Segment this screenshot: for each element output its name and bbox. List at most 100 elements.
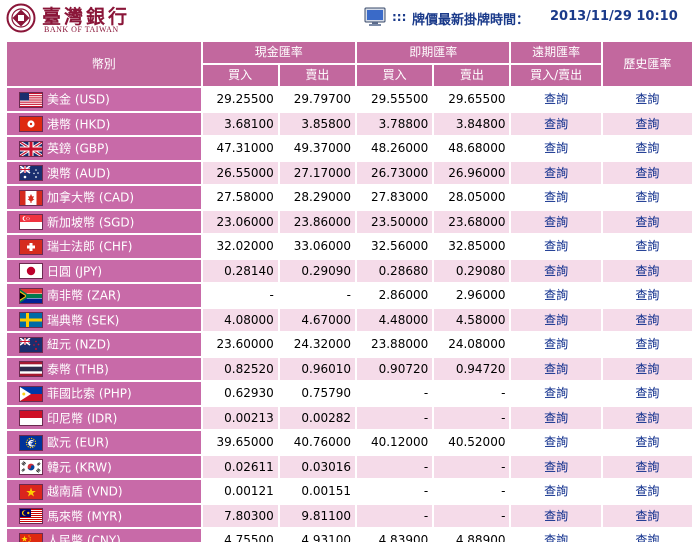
rate-row-au: 澳幣 (AUD) 26.55000 27.17000 26.73000 26.96000… bbox=[7, 161, 692, 184]
flag-cn-icon bbox=[19, 532, 43, 542]
forward-rate-query-link[interactable]: 查詢 bbox=[544, 533, 569, 542]
spot-sell-value: 23.68000 bbox=[434, 210, 510, 233]
spot-sell-value: 4.88900 bbox=[434, 529, 510, 542]
spot-buy-value: 3.78800 bbox=[357, 112, 433, 135]
history-rate-cell: 查詢 bbox=[602, 529, 692, 542]
cash-sell-value: 40.76000 bbox=[279, 431, 356, 454]
history-rate-query-link[interactable]: 查詢 bbox=[635, 116, 660, 131]
currency-cell: 越南盾 (VND) bbox=[7, 480, 201, 503]
history-rate-query-link[interactable]: 查詢 bbox=[635, 459, 660, 474]
spot-buy-value: 40.12000 bbox=[357, 431, 433, 454]
forward-rate-query-link[interactable]: 查詢 bbox=[544, 190, 569, 205]
currency-cell: 加拿大幣 (CAD) bbox=[7, 186, 201, 209]
forward-rate-header: 遠期匯率 bbox=[511, 42, 601, 63]
history-rate-query-link[interactable]: 查詢 bbox=[635, 190, 660, 205]
forward-rate-cell: 查詢 bbox=[511, 137, 601, 160]
spot-sell-value: 3.84800 bbox=[434, 112, 510, 135]
cash-buy-value: - bbox=[202, 284, 278, 307]
forward-rate-query-link[interactable]: 查詢 bbox=[544, 459, 569, 474]
flag-ch-icon bbox=[19, 238, 43, 255]
history-rate-query-link[interactable]: 查詢 bbox=[635, 92, 660, 107]
history-rate-query-link[interactable]: 查詢 bbox=[635, 288, 660, 303]
forward-rate-cell: 查詢 bbox=[511, 357, 601, 380]
history-rate-query-link[interactable]: 查詢 bbox=[635, 214, 660, 229]
spot-sell-value: 28.05000 bbox=[434, 186, 510, 209]
spot-sell-value: 26.96000 bbox=[434, 161, 510, 184]
cash-buy-value: 0.00121 bbox=[202, 480, 278, 503]
cash-sell-value: 0.00282 bbox=[279, 406, 356, 429]
forward-rate-query-link[interactable]: 查詢 bbox=[544, 116, 569, 131]
rate-row-hk: 港幣 (HKD) 3.68100 3.85800 3.78800 3.84800 查詢 查詢 bbox=[7, 112, 692, 135]
history-rate-query-link[interactable]: 查詢 bbox=[635, 337, 660, 352]
forward-rate-query-link[interactable]: 查詢 bbox=[544, 141, 569, 156]
bank-name-en: BANK OF TAIWAN bbox=[44, 25, 119, 34]
bank-name-cn: 臺灣銀行 bbox=[42, 6, 131, 28]
forward-rate-query-link[interactable]: 查詢 bbox=[544, 386, 569, 401]
forward-rate-query-link[interactable]: 查詢 bbox=[544, 288, 569, 303]
cash-buy-value: 0.82520 bbox=[202, 357, 278, 380]
forward-rate-query-link[interactable]: 查詢 bbox=[544, 214, 569, 229]
forward-rate-cell: 查詢 bbox=[511, 455, 601, 478]
rate-row-us: 美金 (USD) 29.25500 29.79700 29.55500 29.65500… bbox=[7, 88, 692, 111]
header-dots: ::: bbox=[392, 10, 407, 24]
forward-rate-query-link[interactable]: 查詢 bbox=[544, 361, 569, 376]
cash-buy-value: 4.08000 bbox=[202, 308, 278, 331]
rate-row-my: 馬來幣 (MYR) 7.80300 9.81100- - 查詢 查詢 bbox=[7, 504, 692, 527]
forward-rate-query-link[interactable]: 查詢 bbox=[544, 410, 569, 425]
forward-rate-query-link[interactable]: 查詢 bbox=[544, 435, 569, 450]
history-rate-query-link[interactable]: 查詢 bbox=[635, 239, 660, 254]
spot-sell-value: - bbox=[434, 480, 510, 503]
currency-cell: 美金 (USD) bbox=[7, 88, 201, 111]
history-rate-cell: 查詢 bbox=[602, 455, 692, 478]
spot-sell-value: 24.08000 bbox=[434, 333, 510, 356]
cash-buy-value: 0.00213 bbox=[202, 406, 278, 429]
history-rate-query-link[interactable]: 查詢 bbox=[635, 435, 660, 450]
history-rate-query-link[interactable]: 查詢 bbox=[635, 508, 660, 523]
currency-name: 人民幣 (CNY) bbox=[47, 533, 121, 542]
history-rate-query-link[interactable]: 查詢 bbox=[635, 533, 660, 542]
flag-id-icon bbox=[19, 410, 43, 426]
bank-logo[interactable]: 臺灣銀行 BANK OF TAIWAN bbox=[6, 3, 166, 37]
history-rate-query-link[interactable]: 查詢 bbox=[635, 484, 660, 499]
cash-sell-value: 49.37000 bbox=[279, 137, 356, 160]
currency-cell: 韓元 (KRW) bbox=[7, 455, 201, 478]
header-row-2: 買入 賣出 買入 賣出 買入/賣出 bbox=[7, 65, 692, 86]
history-rate-query-link[interactable]: 查詢 bbox=[635, 361, 660, 376]
history-rate-cell: 查詢 bbox=[602, 308, 692, 331]
cash-buy-value: 32.02000 bbox=[202, 235, 278, 258]
history-rate-query-link[interactable]: 查詢 bbox=[635, 165, 660, 180]
forward-rate-query-link[interactable]: 查詢 bbox=[544, 484, 569, 499]
forward-rate-query-link[interactable]: 查詢 bbox=[544, 263, 569, 278]
history-rate-query-link[interactable]: 查詢 bbox=[635, 312, 660, 327]
history-rate-cell: 查詢 bbox=[602, 406, 692, 429]
flag-kr-icon bbox=[19, 459, 43, 475]
spot-buy-value: 4.83900 bbox=[357, 529, 433, 542]
flag-my-icon bbox=[19, 508, 43, 524]
forward-rate-cell: 查詢 bbox=[511, 88, 601, 111]
forward-rate-query-link[interactable]: 查詢 bbox=[544, 165, 569, 180]
cash-rate-header: 現金匯率 bbox=[202, 42, 356, 63]
rate-row-se: 瑞典幣 (SEK) 4.08000 4.67000 4.48000 4.58000 查詢 查… bbox=[7, 308, 692, 331]
currency-cell: 印尼幣 (IDR) bbox=[7, 406, 201, 429]
forward-rate-query-link[interactable]: 查詢 bbox=[544, 239, 569, 254]
forward-rate-query-link[interactable]: 查詢 bbox=[544, 337, 569, 352]
forward-rate-query-link[interactable]: 查詢 bbox=[544, 508, 569, 523]
history-rate-query-link[interactable]: 查詢 bbox=[635, 386, 660, 401]
forward-rate-query-link[interactable]: 查詢 bbox=[544, 312, 569, 327]
history-rate-query-link[interactable]: 查詢 bbox=[635, 410, 660, 425]
spot-sell-value: 2.96000 bbox=[434, 284, 510, 307]
history-rate-cell: 查詢 bbox=[602, 284, 692, 307]
spot-buy-value: 48.26000 bbox=[357, 137, 433, 160]
rate-row-cn: 人民幣 (CNY) 4.75500 4.93100 4.83900 4.88900 查詢 查… bbox=[7, 529, 692, 542]
spot-sell-value: 29.65500 bbox=[434, 88, 510, 111]
history-rate-query-link[interactable]: 查詢 bbox=[635, 141, 660, 156]
history-rate-query-link[interactable]: 查詢 bbox=[635, 263, 660, 278]
update-time-value: 2013/11/29 10:10 bbox=[550, 9, 678, 24]
forward-rate-query-link[interactable]: 查詢 bbox=[544, 92, 569, 107]
rate-row-jp: 日圓 (JPY) 0.28140 0.29090 0.28680 0.29080 查詢 查詢 bbox=[7, 259, 692, 282]
spot-buy-value: 29.55500 bbox=[357, 88, 433, 111]
flag-us-icon bbox=[19, 91, 43, 108]
spot-buy-value: 26.73000 bbox=[357, 161, 433, 184]
cash-buy-value: 39.65000 bbox=[202, 431, 278, 454]
cash-sell-value: 0.00151 bbox=[279, 480, 356, 503]
